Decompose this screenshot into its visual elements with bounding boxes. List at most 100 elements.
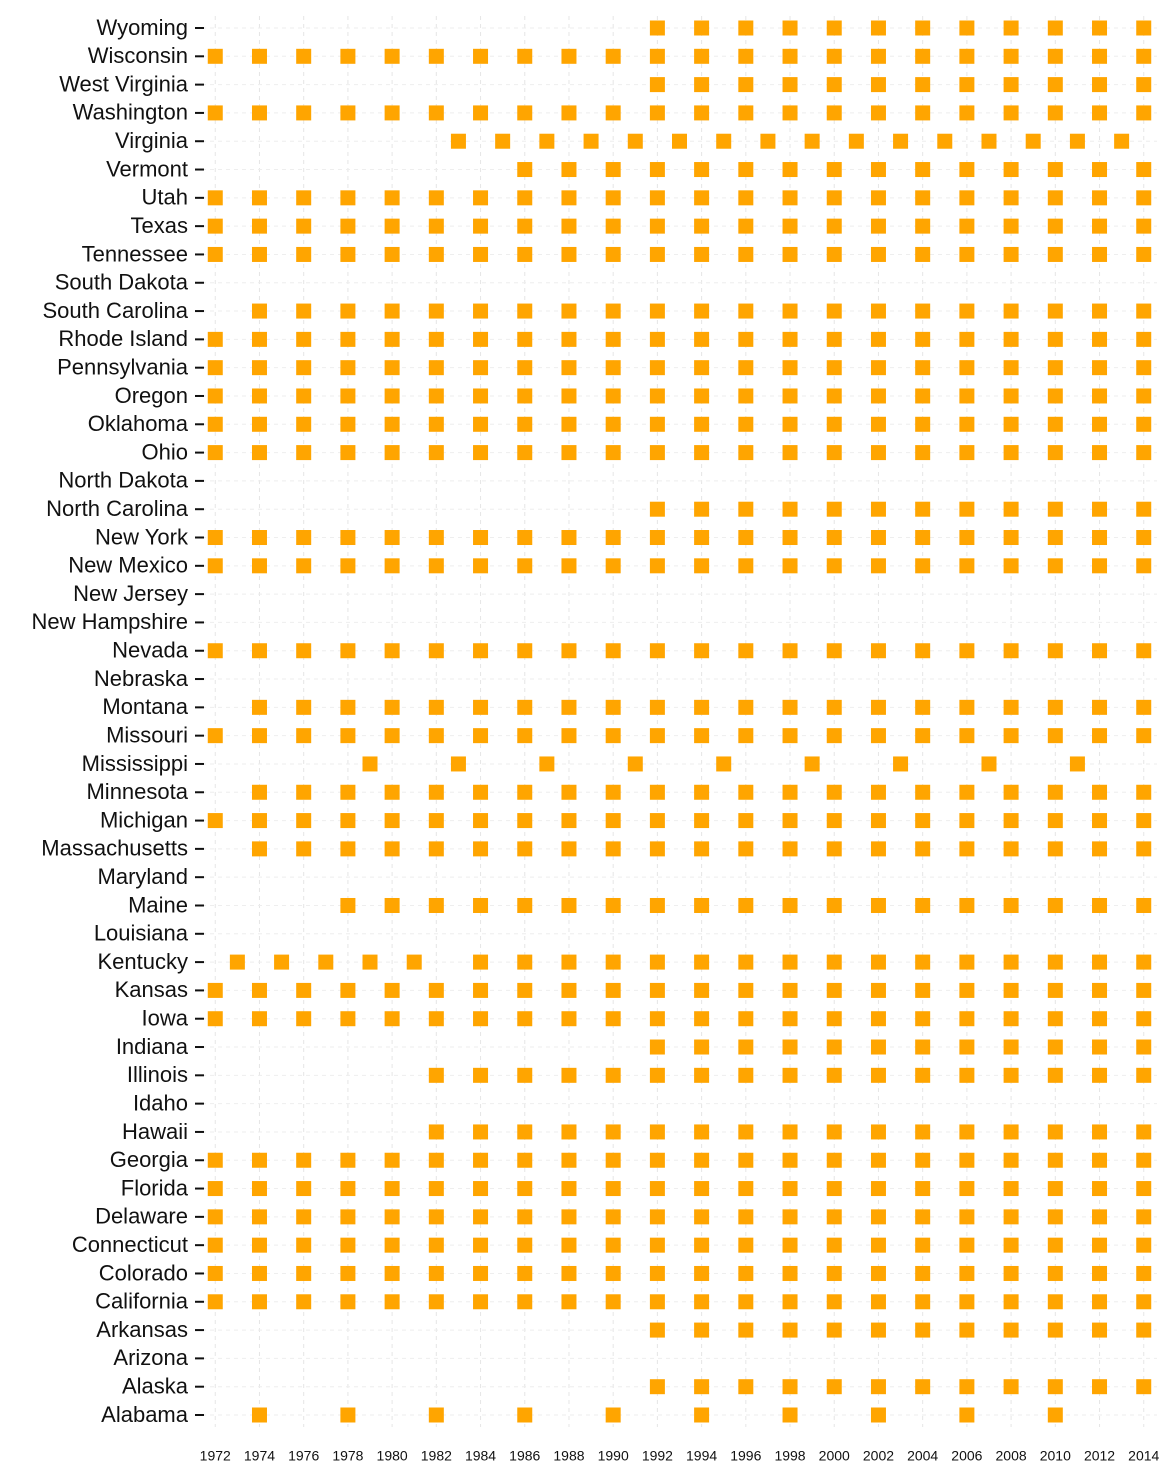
dot	[738, 558, 754, 574]
dot	[1136, 162, 1152, 178]
dot	[870, 897, 886, 913]
dot	[605, 1209, 621, 1225]
dot	[340, 982, 356, 998]
dot	[384, 445, 400, 461]
dot	[561, 246, 577, 262]
dot	[296, 1294, 312, 1310]
y-tick-label: Connecticut	[72, 1232, 188, 1257]
dot	[517, 530, 533, 546]
dot	[738, 1067, 754, 1083]
y-tick-label: North Carolina	[46, 496, 189, 521]
dot	[826, 246, 842, 262]
dot	[738, 445, 754, 461]
dot	[1092, 77, 1108, 93]
dot	[296, 416, 312, 432]
dot	[384, 897, 400, 913]
dot	[1092, 530, 1108, 546]
dot	[1092, 1181, 1108, 1197]
dot	[1003, 1294, 1019, 1310]
dot	[296, 530, 312, 546]
dot	[340, 1152, 356, 1168]
dot	[340, 445, 356, 461]
dot	[340, 416, 356, 432]
dot	[915, 360, 931, 376]
dot	[296, 48, 312, 64]
dot	[959, 954, 975, 970]
dot	[473, 1152, 489, 1168]
dot	[1092, 360, 1108, 376]
dot	[561, 218, 577, 234]
dot	[340, 784, 356, 800]
dot	[959, 643, 975, 659]
dot	[251, 813, 267, 829]
dot	[782, 1181, 798, 1197]
dot	[428, 1124, 444, 1140]
dot	[1092, 1011, 1108, 1027]
dot	[296, 841, 312, 857]
dot	[959, 416, 975, 432]
dot	[738, 20, 754, 36]
dot	[207, 388, 223, 404]
x-tick-label: 2014	[1128, 1448, 1159, 1464]
dot	[207, 1011, 223, 1027]
dot	[340, 643, 356, 659]
dot	[340, 360, 356, 376]
dot	[517, 331, 533, 347]
dot	[605, 303, 621, 319]
dot	[1136, 331, 1152, 347]
dot	[959, 20, 975, 36]
y-tick-label: Hawaii	[122, 1119, 188, 1144]
dot	[826, 1379, 842, 1395]
dot	[870, 813, 886, 829]
dot	[1136, 1237, 1152, 1253]
dot	[959, 1181, 975, 1197]
dot	[296, 388, 312, 404]
dot	[959, 331, 975, 347]
dot	[1047, 1237, 1063, 1253]
dot	[1047, 643, 1063, 659]
dot	[473, 982, 489, 998]
y-tick-label: Wisconsin	[88, 43, 188, 68]
dot	[473, 105, 489, 121]
dot	[826, 1294, 842, 1310]
dot	[1136, 77, 1152, 93]
dot	[959, 813, 975, 829]
dot	[207, 445, 223, 461]
dot	[561, 1294, 577, 1310]
dot	[1092, 784, 1108, 800]
dot	[738, 501, 754, 517]
dot	[1092, 728, 1108, 744]
x-tick-label: 2000	[819, 1448, 850, 1464]
dot	[517, 190, 533, 206]
dot	[694, 1067, 710, 1083]
dot	[517, 841, 533, 857]
dot	[782, 190, 798, 206]
dot	[561, 699, 577, 715]
dot	[428, 416, 444, 432]
dot	[561, 1152, 577, 1168]
dot	[296, 331, 312, 347]
dot	[605, 1011, 621, 1027]
x-tick-label: 1988	[553, 1448, 584, 1464]
dot	[981, 133, 997, 149]
x-tick-label: 2008	[996, 1448, 1027, 1464]
dot	[1047, 1294, 1063, 1310]
dot	[1136, 1152, 1152, 1168]
dot	[251, 331, 267, 347]
dot	[561, 558, 577, 574]
dot	[428, 303, 444, 319]
dot	[1003, 445, 1019, 461]
dot	[649, 558, 665, 574]
dot	[605, 416, 621, 432]
dot	[1136, 643, 1152, 659]
dot	[826, 190, 842, 206]
dot	[694, 982, 710, 998]
dot	[251, 105, 267, 121]
x-tick-label: 2004	[907, 1448, 938, 1464]
dot	[782, 105, 798, 121]
dot	[649, 699, 665, 715]
dot	[517, 303, 533, 319]
dot	[870, 190, 886, 206]
dot	[296, 190, 312, 206]
dot	[384, 105, 400, 121]
